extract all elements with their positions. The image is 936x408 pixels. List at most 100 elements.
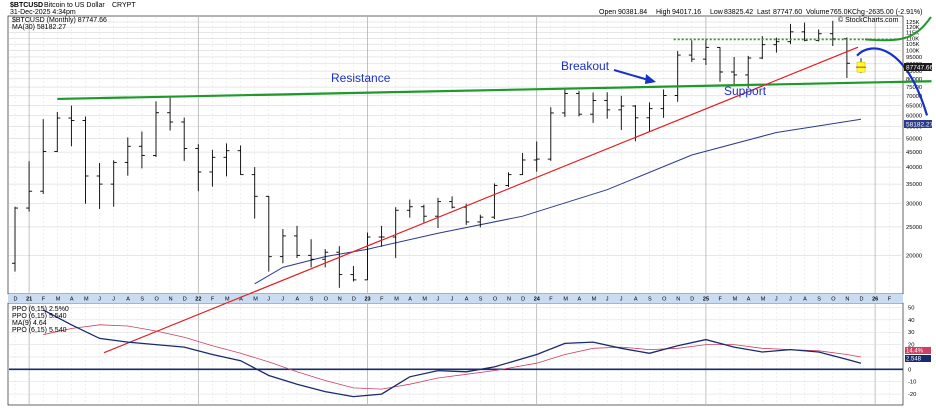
ohlc-bar (660, 89, 667, 118)
ppo-line-box (905, 355, 931, 362)
x-tick-label: M (733, 297, 738, 303)
ohlc-bar (717, 46, 723, 82)
x-tick-label: F (42, 297, 46, 303)
x-tick-label: S (140, 297, 144, 303)
breakout-arrow-head (645, 74, 656, 84)
x-tick-label: 24 (534, 297, 541, 303)
x-tick-label: M (422, 297, 427, 303)
ohlc-bar (519, 152, 526, 176)
ohlc-bar (279, 229, 286, 264)
ppo-legend-4: PPO (6,15) 5.540 (12, 327, 67, 334)
price-y-tick-label: 110K (906, 36, 919, 42)
ohlc-bar (181, 117, 188, 161)
x-tick-label: S (817, 297, 821, 303)
ohlc-bar (688, 40, 695, 63)
ohlc-bar (96, 163, 103, 209)
x-tick-label: M (253, 297, 258, 303)
ppo-legend-3: MA(9) 4.64 (12, 320, 47, 327)
ohlc-bar (54, 111, 61, 153)
ohlc-bar (674, 50, 681, 102)
ohlc-bar (618, 95, 625, 131)
ohlc-bar (124, 137, 131, 176)
volume-label: Volume (806, 9, 829, 16)
price-y-tick-label: 105K (906, 42, 920, 48)
price-y-tick-label: 95000 (906, 55, 922, 61)
x-tick-label: O (155, 297, 160, 303)
x-tick-label: D (352, 297, 356, 303)
x-tick-label: A (126, 297, 130, 303)
ohlc-bar (576, 90, 582, 117)
ohlc-bar (364, 232, 371, 281)
ohlc-bar (308, 239, 315, 268)
price-y-tick-label: 35000 (906, 182, 922, 188)
ohlc-bar (632, 105, 639, 142)
price-y-tick-label: 75000 (906, 85, 922, 91)
high-value: 94017.16 (672, 9, 701, 16)
price-y-tick-label: 100K (906, 48, 920, 54)
x-tick-label: N (507, 297, 511, 303)
ohlc-bar (604, 92, 611, 119)
legend-price: $BTCUSD (Monthly) 87747.66 (12, 17, 107, 24)
x-tick-label: M (84, 297, 89, 303)
resistance-line (57, 80, 932, 101)
x-tick-label: J (775, 297, 778, 303)
ohlc-bar (477, 214, 484, 228)
x-tick-label: A (239, 297, 243, 303)
ohlc-bar (590, 92, 597, 123)
symbol-name: Bitcoin to US Dollar (44, 2, 105, 9)
low-value: 83825.42 (724, 9, 753, 16)
ppo-right-label-1: 14.4% (906, 349, 924, 355)
ppo-lines-layer (42, 309, 862, 398)
ohlc-bar (378, 225, 385, 247)
x-tick-label: O (493, 297, 498, 303)
price-y-tick-label: 60000 (906, 113, 922, 119)
volume-value: 765.0K (830, 9, 853, 16)
x-tick-label: F (719, 297, 723, 303)
ma-value-box (904, 120, 932, 128)
x-tick-label: M (563, 297, 568, 303)
last-price-box (904, 63, 932, 71)
x-tick-label: D (183, 297, 187, 303)
ohlc-bar (505, 172, 512, 188)
x-tick-label: 25 (703, 297, 709, 303)
last-label: Last (757, 9, 770, 16)
ohlc-bar (420, 204, 427, 223)
x-tick-label: A (465, 297, 469, 303)
legend-ma: MA(30) 58182.27 (12, 24, 66, 31)
ohlc-bar (322, 249, 329, 268)
price-y-tick-label: 85000 (906, 69, 922, 75)
x-tick-label: M (592, 297, 597, 303)
ohlc-bar (223, 143, 230, 177)
ohlc-bar (195, 144, 202, 192)
exchange-label: CRYPT (112, 2, 136, 9)
price-y-tick-label: 20000 (906, 253, 922, 259)
ppo-signal-box (905, 347, 931, 354)
ma-value-label: 58182.27 (906, 122, 933, 129)
price-y-tick-label: 80000 (906, 77, 922, 83)
x-tick-label: J (267, 297, 270, 303)
ppo-panel (7, 302, 904, 406)
ohlc-bar (350, 265, 357, 282)
chg-label: Chg (852, 9, 865, 16)
x-tick-label: F (549, 297, 553, 303)
x-tick-label: O (324, 297, 329, 303)
x-tick-label: S (648, 297, 652, 303)
ohlc-bar (731, 56, 738, 85)
price-y-tick-label: 40000 (906, 165, 922, 171)
x-tick-label: D (14, 297, 18, 303)
x-tick-label: A (747, 297, 751, 303)
price-y-tick-label: 50000 (906, 137, 922, 143)
ppo-y-tick-label: 20 (908, 343, 914, 349)
x-tick-label: J (620, 297, 623, 303)
ppo-y-tick-label: 50 (908, 305, 914, 311)
rising-trend-line (103, 46, 859, 354)
ohlc-bar (82, 116, 89, 204)
x-tick-label: O (662, 297, 667, 303)
x-tick-label: F (211, 297, 215, 303)
price-y-tick-label: 125K (906, 20, 920, 26)
watermark: © StockCharts.com (838, 16, 899, 24)
x-tick-label: A (296, 297, 300, 303)
x-tick-label: M (225, 297, 230, 303)
x-tick-label: D (860, 297, 864, 303)
